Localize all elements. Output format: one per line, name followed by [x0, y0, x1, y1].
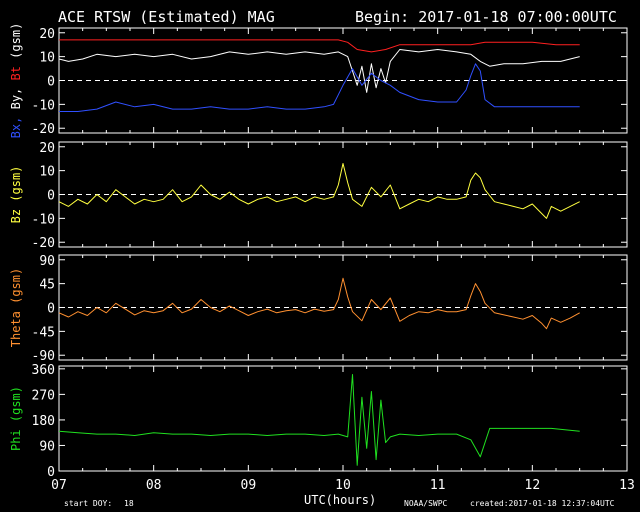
panel-frame: [58, 365, 628, 472]
begin-time: Begin: 2017-01-18 07:00:00UTC: [355, 8, 617, 26]
y-axis-label: Bz (gsm): [9, 166, 23, 224]
y-axis-label: Bx, By, Bt (gsm): [9, 23, 23, 139]
series-line-theta: [58, 277, 580, 330]
x-tick-label: 12: [525, 478, 541, 493]
x-tick-label: 11: [430, 478, 446, 493]
y-axis-label-part: (gsm): [9, 23, 23, 66]
source-label: NOAA/SWPC: [404, 499, 448, 508]
y-axis-label-part: Theta (gsm): [9, 268, 23, 347]
y-tick-label: 90: [39, 439, 55, 454]
x-tick-label: 09: [241, 478, 257, 493]
created-timestamp: created:2017-01-18 12:37:04UTC: [470, 499, 615, 508]
y-tick-label: 180: [32, 414, 55, 429]
y-tick-label: -10: [32, 98, 55, 113]
panel-3: 90 45 0 -45 -90 Theta (gsm): [9, 254, 628, 364]
y-axis-label-part: Bx,: [9, 117, 23, 139]
x-tick-label: 10: [335, 478, 351, 493]
y-tick-label: 10: [39, 165, 55, 180]
y-tick-label: 45: [39, 278, 55, 293]
series-line-phi: [58, 374, 580, 466]
y-tick-label: 10: [39, 51, 55, 66]
y-tick-label: -20: [32, 236, 55, 251]
y-axis-label-part: Bt: [9, 66, 23, 88]
series-line-bz: [58, 163, 580, 219]
panel-4: 360 270 180 90 007 08 09 10 11 12 13 Phi (gsm): [9, 363, 635, 493]
start-doy-label: start DOY:: [64, 499, 112, 508]
y-axis-label: Theta (gsm): [9, 268, 23, 347]
series-line-bx: [59, 63, 580, 112]
x-tick-label: 07: [51, 478, 67, 493]
y-tick-label: 90: [39, 254, 55, 269]
y-tick-label: -45: [32, 325, 55, 340]
y-tick-label: 0: [47, 75, 55, 90]
y-tick-label: -90: [32, 349, 55, 364]
series-line-bt: [59, 39, 580, 53]
y-axis-label-part: Bz (gsm): [9, 166, 23, 224]
y-tick-label: 0: [47, 465, 55, 480]
x-tick-label: 13: [619, 478, 635, 493]
y-tick-label: 270: [32, 388, 55, 403]
x-tick-label: 08: [146, 478, 162, 493]
y-tick-label: 20: [39, 27, 55, 42]
chart-title: ACE RTSW (Estimated) MAG: [58, 8, 275, 26]
y-tick-label: 0: [47, 189, 55, 204]
y-axis-label-part: Phi (gsm): [9, 386, 23, 451]
y-tick-label: -10: [32, 212, 55, 227]
y-tick-label: 360: [32, 363, 55, 378]
x-axis-label: UTC(hours): [304, 493, 376, 507]
panels: 20 10 0 -10 -20 Bx, By, Bt (gsm) 20 10 0 -10 -20 Bz…: [9, 23, 635, 493]
y-axis-label: Phi (gsm): [9, 386, 23, 451]
series-line-by: [58, 49, 580, 93]
y-tick-label: 0: [47, 302, 55, 317]
start-doy-value: 18: [124, 499, 134, 508]
panel-1: 20 10 0 -10 -20 Bx, By, Bt (gsm): [9, 23, 628, 139]
y-axis-label-part: By,: [9, 88, 23, 117]
y-tick-label: 20: [39, 141, 55, 156]
y-tick-label: -20: [32, 122, 55, 137]
panel-2: 20 10 0 -10 -20 Bz (gsm): [9, 141, 628, 251]
